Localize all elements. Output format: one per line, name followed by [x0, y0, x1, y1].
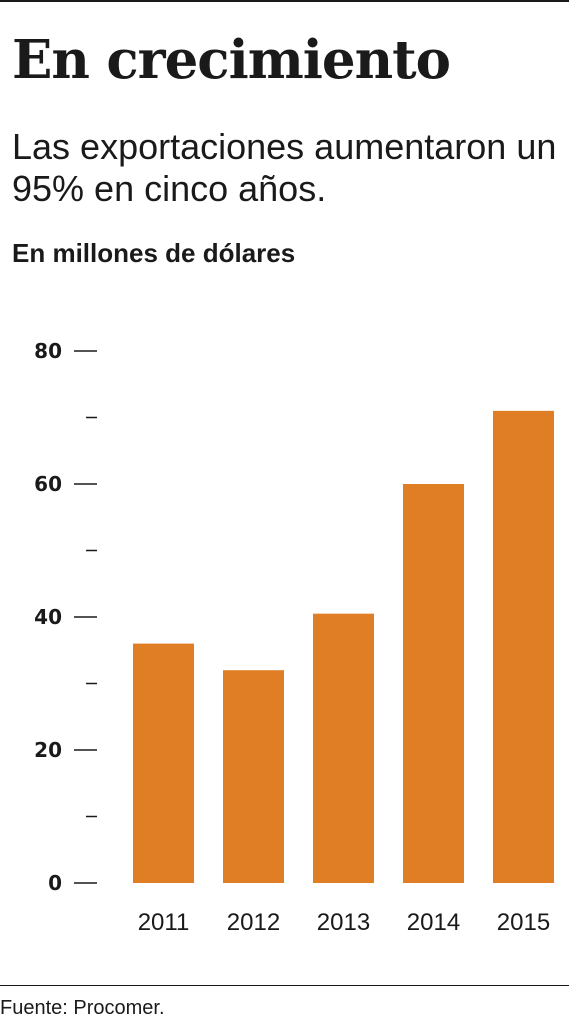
top-rule	[0, 0, 569, 2]
bar-chart: 0 20 40 60 80 2011 2012 2013 2014 2015	[34, 339, 554, 936]
bar-2015	[493, 410, 554, 883]
x-category-label: 2013	[317, 909, 370, 936]
bar-2014	[403, 484, 464, 883]
y-tick-label: 80	[34, 339, 62, 363]
chart-subtitle: Las exportaciones aumentaron un 95% en c…	[12, 126, 557, 209]
y-tick-label: 0	[48, 871, 62, 895]
y-tick-label: 20	[34, 738, 62, 762]
x-axis: 2011 2012 2013 2014 2015	[138, 909, 551, 936]
y-tick-label: 40	[34, 605, 62, 629]
x-category-label: 2015	[497, 909, 550, 936]
x-category-label: 2014	[407, 909, 460, 936]
source-note: Fuente: Procomer.	[0, 997, 165, 1019]
x-category-label: 2011	[138, 909, 190, 936]
bars	[133, 410, 554, 883]
y-tick-label: 60	[34, 472, 62, 496]
bar-2011	[133, 643, 194, 883]
bar-2012	[223, 670, 284, 883]
chart-title: En crecimiento	[12, 29, 451, 91]
x-category-label: 2012	[227, 909, 280, 936]
y-axis: 0 20 40 60 80	[34, 339, 97, 895]
unit-label: En millones de dólares	[12, 238, 296, 268]
bottom-rule	[0, 985, 569, 986]
bar-2013	[313, 613, 374, 883]
